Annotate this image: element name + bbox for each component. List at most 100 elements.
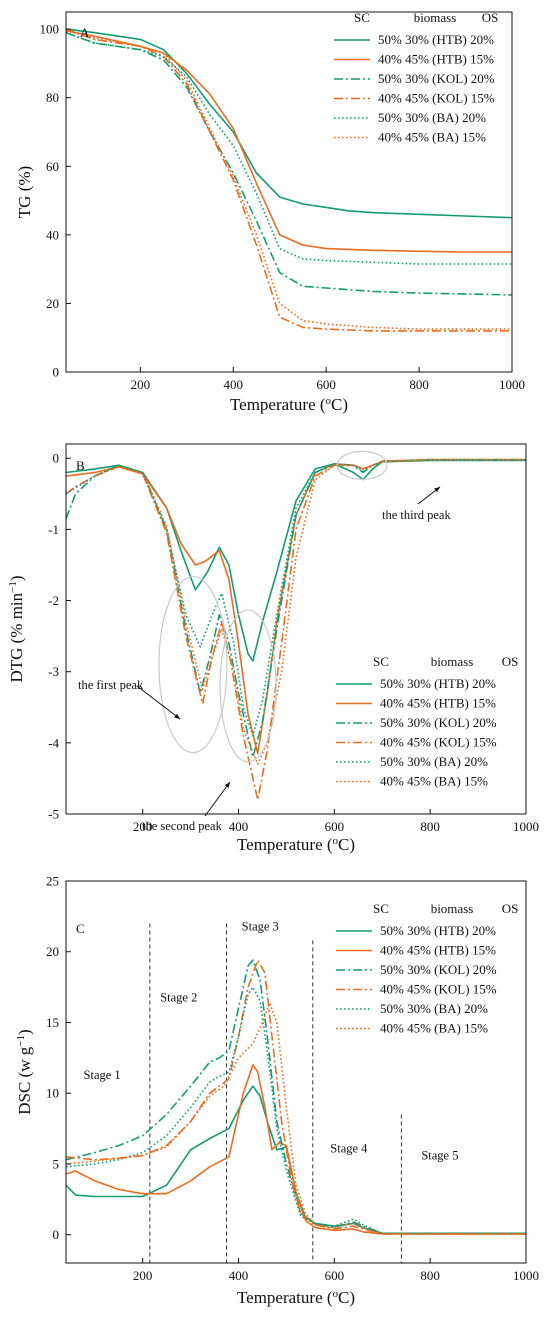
- y-tick-label: 100: [40, 22, 60, 37]
- arrow-head-icon: [224, 782, 230, 788]
- series-line-1: [65, 28, 513, 219]
- y-tick-label: -5: [48, 807, 59, 822]
- x-tick-label: 400: [224, 377, 244, 392]
- legend-entry-label: 40% 45% (HTB) 15%: [380, 696, 496, 711]
- legend-header-os: OS: [502, 654, 519, 669]
- legend-entry-label: 40% 45% (BA) 15%: [378, 130, 486, 145]
- y-tick-label: -4: [48, 735, 59, 750]
- arrow-head-icon: [174, 713, 180, 719]
- x-tick-label: 800: [420, 819, 440, 834]
- legend-entry-label: 40% 45% (KOL) 15%: [378, 91, 495, 106]
- legend-entry-label: 50% 30% (KOL) 20%: [380, 715, 497, 730]
- legend-header-biomass: biomass: [431, 654, 474, 669]
- legend-entry-label: 50% 30% (KOL) 20%: [380, 962, 497, 977]
- stage-label-2: Stage 2: [160, 990, 197, 1004]
- stage-label-5: Stage 5: [421, 1149, 458, 1163]
- x-axis-label: Temperature (oC): [237, 1288, 355, 1307]
- annotation-label-3: the third peak: [382, 508, 451, 522]
- series-line-6: [65, 458, 526, 765]
- legend-header-os: OS: [482, 10, 499, 25]
- x-tick-label: 1000: [513, 819, 539, 834]
- x-tick-label: 600: [325, 1268, 345, 1283]
- stage-label-1: Stage 1: [84, 1068, 121, 1082]
- legend-entry-label: 50% 30% (BA) 20%: [378, 110, 486, 125]
- legend-header-sc: SC: [373, 901, 389, 916]
- y-tick-label: 20: [46, 296, 59, 311]
- series-line-5: [65, 31, 512, 265]
- degree-superscript: o: [333, 1288, 339, 1300]
- legend-entry-label: 50% 30% (HTB) 20%: [380, 923, 496, 938]
- x-tick-label: 200: [131, 377, 151, 392]
- legend-entry-label: 50% 30% (BA) 20%: [380, 1001, 488, 1016]
- plot-frame: [65, 880, 527, 1264]
- legend-header-biomass: biomass: [414, 10, 457, 25]
- x-tick-label: 200: [133, 1268, 153, 1283]
- arrow-head-icon: [434, 487, 440, 493]
- x-tick-label: 800: [409, 377, 429, 392]
- first-peak-ellipse: [158, 575, 228, 754]
- legend-entry-label: 50% 30% (HTB) 20%: [380, 676, 496, 691]
- y-tick-label: 0: [53, 1227, 60, 1242]
- legend-entry-label: 40% 45% (HTB) 15%: [380, 943, 496, 958]
- y-tick-label: 0: [53, 365, 60, 380]
- x-tick-label: 400: [229, 1268, 249, 1283]
- legend-header-biomass: biomass: [431, 901, 474, 916]
- annotation-arrow-1: [136, 685, 181, 720]
- y-axis-label: DTG (% min−1): [7, 575, 26, 682]
- y-tick-label: -2: [48, 593, 59, 608]
- legend-entry-label: 40% 45% (KOL) 15%: [380, 982, 497, 997]
- legend-entry-label: 40% 45% (HTB) 15%: [378, 52, 494, 67]
- y-axis-label: TG (%): [15, 166, 34, 218]
- degree-superscript: o: [333, 835, 339, 847]
- series-line-2: [65, 1064, 526, 1235]
- y-tick-label: 40: [46, 227, 59, 242]
- series-line-5: [65, 458, 526, 737]
- legend-entry-label: 40% 45% (BA) 15%: [380, 1021, 488, 1036]
- annotation-label-2: the second peak: [142, 819, 223, 833]
- x-tick-label: 600: [325, 819, 345, 834]
- x-tick-label: 200: [133, 819, 153, 834]
- plot-frame: [65, 11, 513, 373]
- legend-entry-label: 40% 45% (KOL) 15%: [380, 735, 497, 750]
- x-tick-label: 1000: [499, 377, 525, 392]
- series-line-4: [65, 959, 526, 1235]
- x-axis-label: Temperature (oC): [230, 395, 348, 414]
- legend-entry-label: 40% 45% (BA) 15%: [380, 774, 488, 789]
- y-tick-label: -1: [48, 522, 59, 537]
- legend-entry-label: 50% 30% (KOL) 20%: [378, 71, 495, 86]
- panel-label: C: [76, 921, 85, 936]
- y-tick-label: -3: [48, 664, 59, 679]
- y-tick-label: 20: [46, 944, 59, 959]
- legend-header-os: OS: [502, 901, 519, 916]
- series-line-3: [65, 458, 526, 758]
- y-tick-label: 15: [46, 1015, 59, 1030]
- degree-superscript: o: [326, 395, 332, 407]
- legend-header-sc: SC: [354, 10, 370, 25]
- series-line-4: [65, 458, 526, 801]
- legend-entry-label: 50% 30% (BA) 20%: [380, 754, 488, 769]
- x-tick-label: 400: [229, 819, 249, 834]
- x-tick-label: 1000: [513, 1268, 539, 1283]
- series-line-2: [65, 30, 512, 253]
- x-tick-label: 600: [316, 377, 336, 392]
- series-line-6: [65, 30, 512, 330]
- series-line-3: [65, 959, 526, 1235]
- third-peak-ellipse: [336, 450, 388, 480]
- y-tick-label: 5: [53, 1156, 60, 1171]
- y-tick-label: 25: [46, 874, 59, 889]
- y-tick-label: 60: [46, 159, 59, 174]
- annotation-arrow-2: [204, 781, 231, 817]
- panel-label: A: [80, 25, 90, 40]
- legend-header-sc: SC: [373, 654, 389, 669]
- y-axis-label: DSC (w g−1): [15, 1029, 34, 1114]
- tg-chart: 200 400 600 800 1000 0 20 40 60 80 100 Temperature …: [15, 10, 525, 414]
- stage-label-3: Stage 3: [242, 920, 279, 934]
- x-axis-label: Temperature (oC): [237, 835, 355, 854]
- x-tick-label: 800: [420, 1268, 440, 1283]
- plot-frame: [65, 443, 527, 815]
- annotation-label-1: the first peak: [78, 678, 144, 692]
- y-tick-label: 0: [53, 451, 60, 466]
- y-tick-label: 10: [46, 1086, 59, 1101]
- panel-label: B: [76, 458, 85, 473]
